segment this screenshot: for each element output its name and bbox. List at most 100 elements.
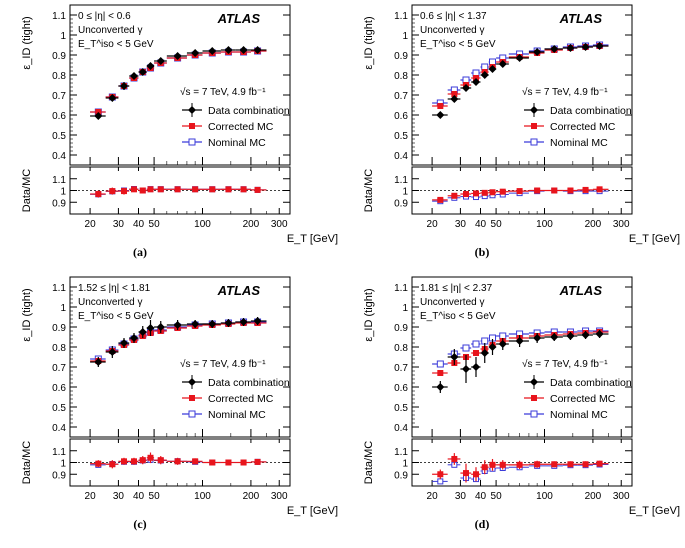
legend-marker-icon: [530, 138, 538, 146]
iso-cut-label: E_T^iso < 5 GeV: [78, 311, 154, 322]
legend-marker-icon: [188, 410, 196, 418]
data-point: [436, 111, 445, 119]
data-point: [436, 383, 445, 391]
panel-caption: (c): [133, 517, 146, 531]
data-point: [480, 71, 489, 79]
data-point: [129, 334, 138, 342]
data-point: [146, 324, 155, 332]
legend-entry: Nominal MC: [208, 137, 266, 149]
x-tick-label: 50: [491, 219, 503, 230]
atlas-label: ATLAS: [217, 11, 261, 26]
x-tick-label: 200: [243, 219, 260, 230]
x-tick-label: 20: [85, 219, 97, 230]
y-tick-label: 0.9: [52, 323, 66, 334]
ratio-point: [551, 187, 558, 194]
ratio-point: [596, 186, 603, 193]
ratio-tick-label: 0.9: [52, 198, 66, 209]
data-point: [488, 343, 497, 351]
ratio-point: [157, 457, 164, 464]
y-tick-label: 0.6: [394, 111, 408, 122]
data-point: [595, 42, 604, 50]
y-tick-label: 0.9: [394, 323, 408, 334]
y-tick-label: 0.7: [394, 363, 408, 374]
ratio-point: [489, 461, 496, 468]
ratio-point: [567, 461, 574, 468]
x-axis-title: E_T [GeV]: [287, 505, 338, 517]
legend-entry: Corrected MC: [550, 121, 616, 133]
data-point: [566, 44, 575, 52]
x-tick-label: 100: [194, 491, 211, 502]
x-tick-label: 40: [133, 491, 145, 502]
corrected-mc-point: [451, 91, 458, 97]
conversion-label: Unconverted γ: [420, 25, 484, 36]
y-tick-label: 0.7: [52, 363, 66, 374]
data-point: [595, 330, 604, 338]
legend-entry: Nominal MC: [550, 409, 608, 421]
data-point: [566, 332, 575, 340]
ratio-tick-label: 1: [60, 187, 66, 198]
data-point: [253, 317, 262, 325]
data-point: [498, 60, 507, 68]
y-tick-label: 1.1: [394, 283, 408, 294]
data-point: [120, 339, 129, 347]
y-axis-title: ε_ID (tight): [21, 288, 33, 341]
ratio-point: [437, 196, 444, 203]
legend-marker-icon: [531, 395, 537, 401]
data-point: [253, 46, 262, 54]
legend-entry: Corrected MC: [550, 393, 616, 405]
legend-entry: Corrected MC: [208, 121, 274, 133]
legend-marker-icon: [530, 410, 538, 418]
ratio-point: [254, 186, 261, 193]
ratio-point: [534, 187, 541, 194]
data-point: [533, 334, 542, 342]
ratio-tick-label: 1.1: [52, 175, 66, 186]
data-point: [208, 47, 217, 55]
ratio-point: [499, 188, 506, 195]
data-point: [108, 94, 117, 102]
nominal-mc-point: [462, 344, 470, 352]
data-point: [450, 353, 459, 361]
x-tick-label: 40: [475, 491, 487, 502]
energy-lumi-label: √s = 7 TeV, 4.9 fb⁻¹: [522, 358, 608, 370]
energy-lumi-label: √s = 7 TeV, 4.9 fb⁻¹: [180, 358, 266, 370]
data-point: [191, 49, 200, 57]
conversion-label: Unconverted γ: [78, 25, 142, 36]
x-axis-title: E_T [GeV]: [629, 233, 680, 245]
ratio-point: [109, 461, 116, 468]
ratio-point: [95, 191, 102, 198]
data-point: [173, 321, 182, 329]
y-tick-label: 1: [60, 31, 66, 42]
x-tick-label: 100: [536, 219, 553, 230]
ratio-point: [240, 459, 247, 466]
x-tick-label: 20: [427, 219, 439, 230]
ratio-point: [472, 190, 479, 197]
y-tick-label: 0.6: [394, 383, 408, 394]
legend-entry: Corrected MC: [208, 393, 274, 405]
data-point: [515, 337, 524, 345]
data-point: [450, 95, 459, 103]
eta-range-label: 1.52 ≤ |η| < 1.81: [78, 283, 151, 294]
data-point: [173, 52, 182, 60]
y-tick-label: 0.9: [394, 51, 408, 62]
y-tick-label: 0.4: [52, 423, 66, 434]
ratio-point: [192, 458, 199, 465]
ratio-point: [516, 188, 523, 195]
data-point: [129, 72, 138, 80]
x-tick-label: 30: [113, 491, 125, 502]
ratio-point: [534, 461, 541, 468]
main-plot-frame: [411, 276, 633, 438]
legend-marker-icon: [188, 138, 196, 146]
atlas-label: ATLAS: [559, 283, 603, 298]
x-tick-label: 30: [455, 491, 467, 502]
ratio-point: [121, 188, 128, 195]
ratio-point: [139, 457, 146, 464]
x-tick-label: 300: [271, 219, 288, 230]
x-tick-label: 20: [427, 491, 439, 502]
main-plot-frame: [69, 276, 291, 438]
data-point: [94, 112, 103, 120]
eta-range-label: 1.81 ≤ |η| < 2.37: [420, 283, 493, 294]
ratio-point: [139, 187, 146, 194]
x-tick-label: 30: [113, 219, 125, 230]
legend-entry: Nominal MC: [550, 137, 608, 149]
